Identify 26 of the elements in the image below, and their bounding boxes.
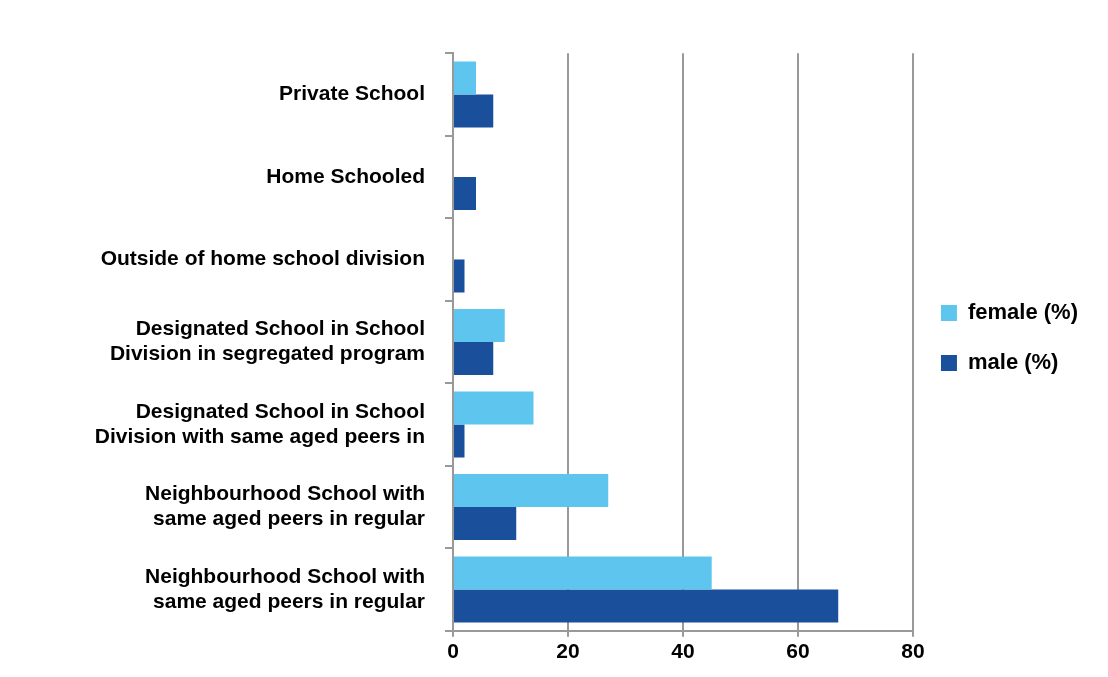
y-tick-label: Designated School in School Division with same aged peers in	[94, 398, 425, 447]
bar	[454, 94, 494, 128]
bar	[454, 589, 839, 623]
x-tick-label: 0	[447, 639, 459, 663]
legend-label: female (%)	[967, 299, 1079, 325]
bar	[454, 308, 505, 342]
bar	[454, 342, 494, 376]
y-tick-label: Neighbourhood School with same aged peers in regular	[145, 481, 425, 530]
y-tick-label: Designated School in School Division in segregated program	[109, 316, 425, 365]
bar	[454, 474, 609, 508]
bar	[454, 61, 476, 95]
x-tick-label: 20	[556, 639, 580, 663]
y-tick-label: Neighbourhood School with same aged peers in regular	[145, 563, 425, 612]
y-tick-label: Outside of home school division	[100, 246, 425, 270]
bar	[454, 424, 465, 458]
x-tick-label: 80	[901, 639, 925, 663]
bar	[454, 391, 534, 425]
x-tick-label: 60	[786, 639, 810, 663]
legend-label: male (%)	[967, 349, 1059, 375]
x-tick-label: 40	[671, 639, 695, 663]
y-tick-label: Private School	[279, 81, 425, 105]
bar	[454, 507, 517, 541]
y-tick-label: Home Schooled	[266, 163, 425, 187]
bar	[454, 556, 712, 590]
bar	[454, 259, 465, 293]
bar	[454, 176, 476, 210]
